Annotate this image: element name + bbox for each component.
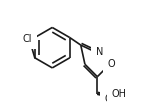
Text: N: N <box>96 47 103 57</box>
Text: O: O <box>104 94 112 104</box>
Text: Cl: Cl <box>22 34 32 44</box>
Text: O: O <box>108 59 115 69</box>
Text: OH: OH <box>112 89 127 99</box>
